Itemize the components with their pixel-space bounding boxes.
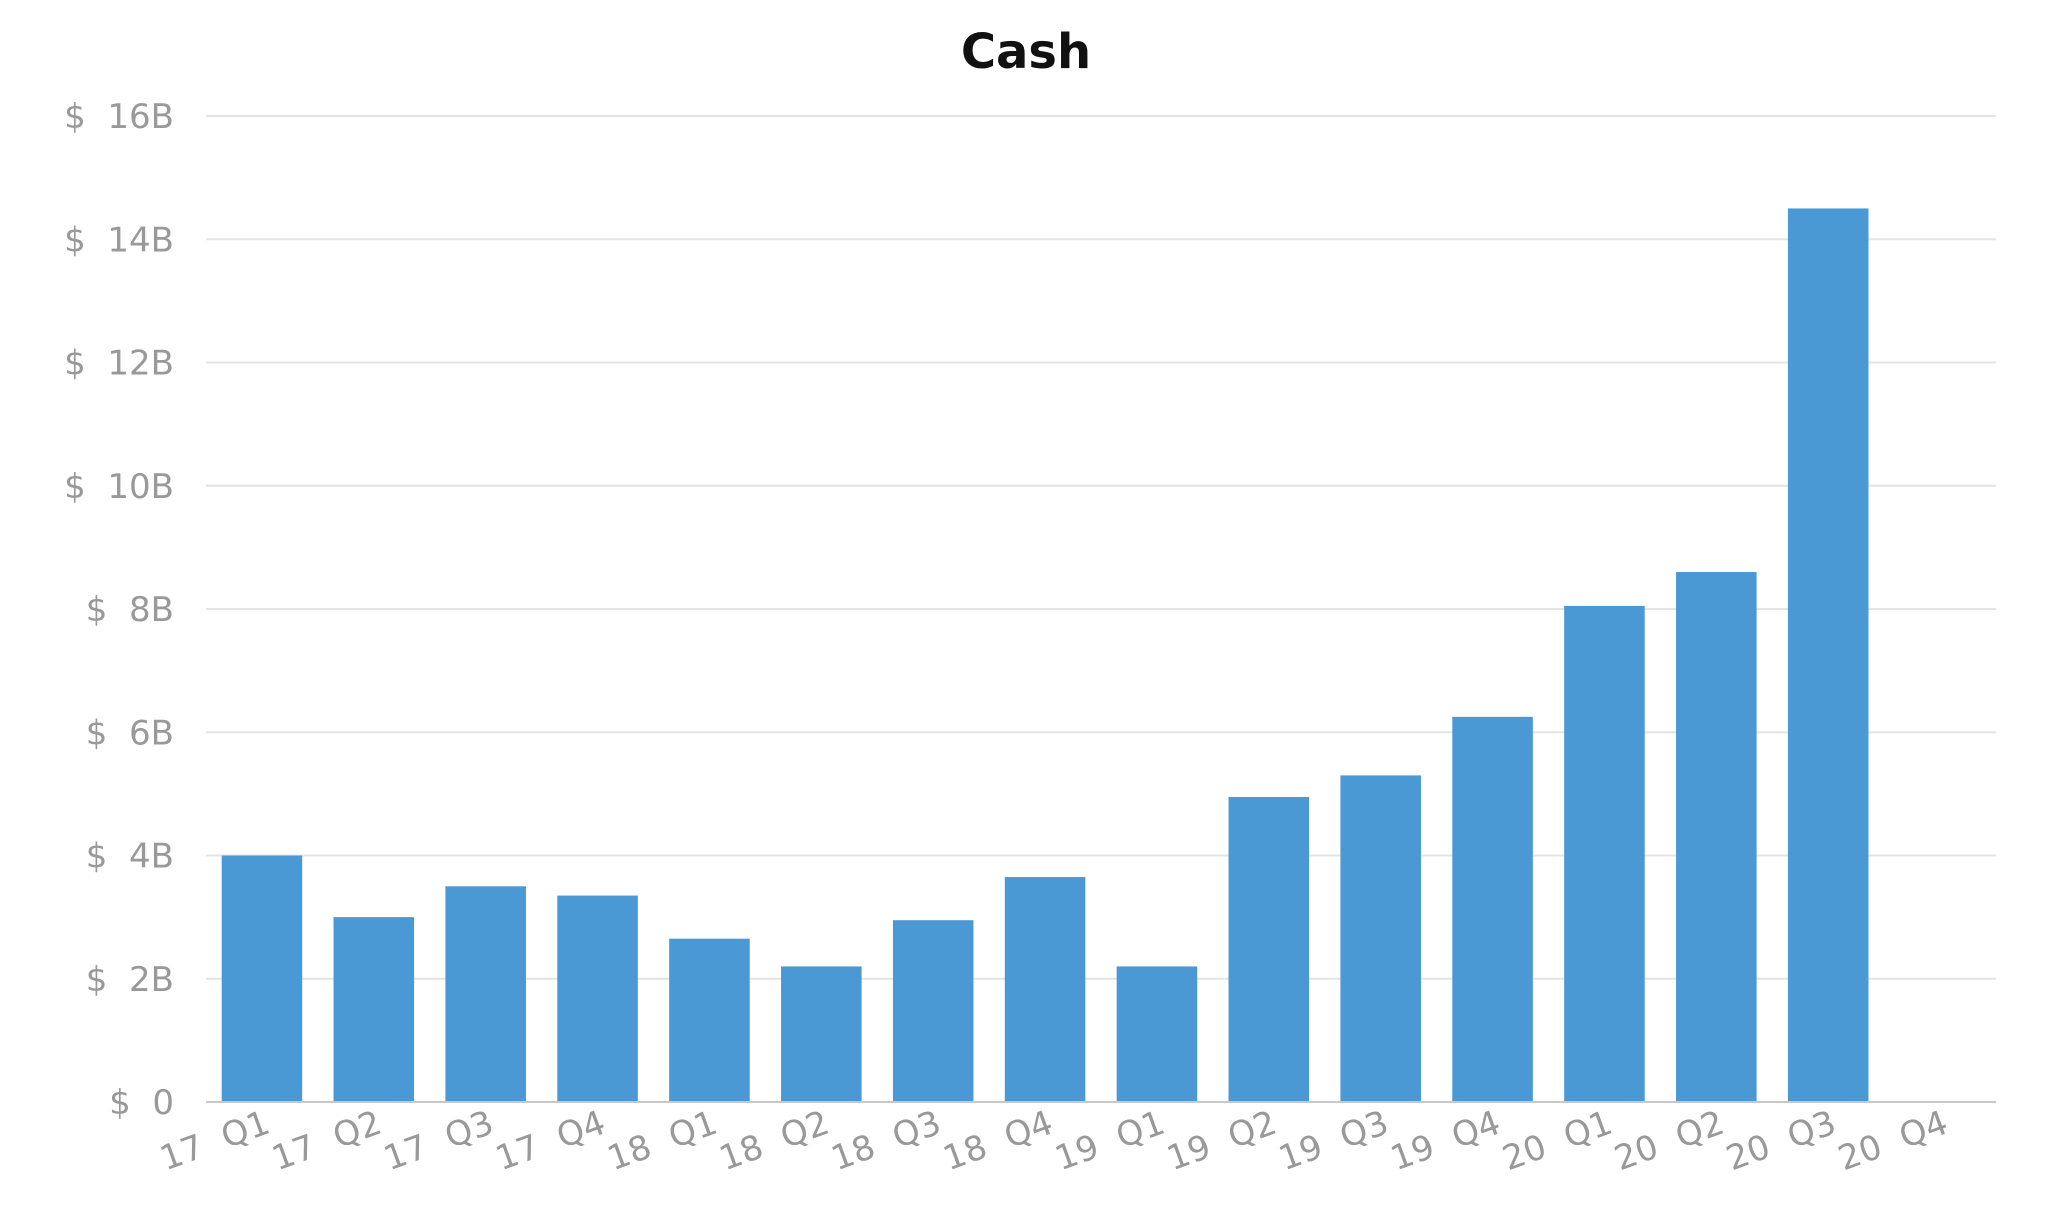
y-tick-label: $ 6B <box>86 713 174 753</box>
y-tick-label: $ 4B <box>86 837 174 877</box>
chart-title: Cash <box>961 24 1091 80</box>
bars <box>221 208 1869 1103</box>
y-tick-label: $ 0 <box>109 1083 174 1123</box>
x-tick-label: 20 Q4 <box>1833 1103 1953 1179</box>
y-axis-tick-labels: $ 0 $ 2B $ 4B $ 6B $ 8B $ 10B $ 12B $ 14B $ 16B <box>64 97 174 1123</box>
bar[interactable] <box>1452 716 1533 1102</box>
x-tick-label: 20 Q2 <box>1609 1103 1729 1179</box>
bar[interactable] <box>1787 208 1869 1102</box>
bar[interactable] <box>445 886 526 1102</box>
x-tick-label: 19 Q4 <box>1386 1103 1506 1179</box>
y-tick-label: $ 16B <box>64 97 174 137</box>
x-tick-label: 18 Q1 <box>602 1103 722 1179</box>
bar[interactable] <box>1116 966 1198 1102</box>
bar[interactable] <box>781 966 862 1102</box>
x-tick-label: 19 Q1 <box>1050 1103 1170 1179</box>
y-tick-label: $ 10B <box>64 467 174 507</box>
x-tick-label: 18 Q3 <box>826 1103 946 1179</box>
gridlines <box>206 115 1996 980</box>
bar[interactable] <box>1564 605 1645 1102</box>
x-tick-label: 17 Q3 <box>379 1103 499 1179</box>
y-tick-label: $ 14B <box>64 220 174 260</box>
y-tick-label: $ 12B <box>64 344 174 384</box>
y-tick-label: $ 8B <box>86 590 174 630</box>
bar[interactable] <box>892 920 974 1102</box>
x-tick-label: 18 Q4 <box>938 1103 1058 1179</box>
y-tick-label: $ 2B <box>86 960 174 1000</box>
bar[interactable] <box>557 895 638 1102</box>
x-tick-label: 19 Q2 <box>1162 1103 1282 1179</box>
bar[interactable] <box>1676 572 1757 1102</box>
bar[interactable] <box>333 917 415 1102</box>
x-tick-label: 20 Q3 <box>1721 1103 1841 1179</box>
bar[interactable] <box>1004 877 1086 1102</box>
bar[interactable] <box>669 938 750 1102</box>
x-tick-label: 19 Q3 <box>1274 1103 1394 1179</box>
x-tick-label: 17 Q4 <box>491 1103 611 1179</box>
bar[interactable] <box>1228 796 1310 1102</box>
bar[interactable] <box>1340 775 1421 1102</box>
x-tick-label: 20 Q1 <box>1497 1103 1617 1179</box>
x-tick-label: 17 Q2 <box>267 1103 387 1179</box>
x-tick-label: 18 Q2 <box>714 1103 834 1179</box>
bar[interactable] <box>221 855 303 1103</box>
